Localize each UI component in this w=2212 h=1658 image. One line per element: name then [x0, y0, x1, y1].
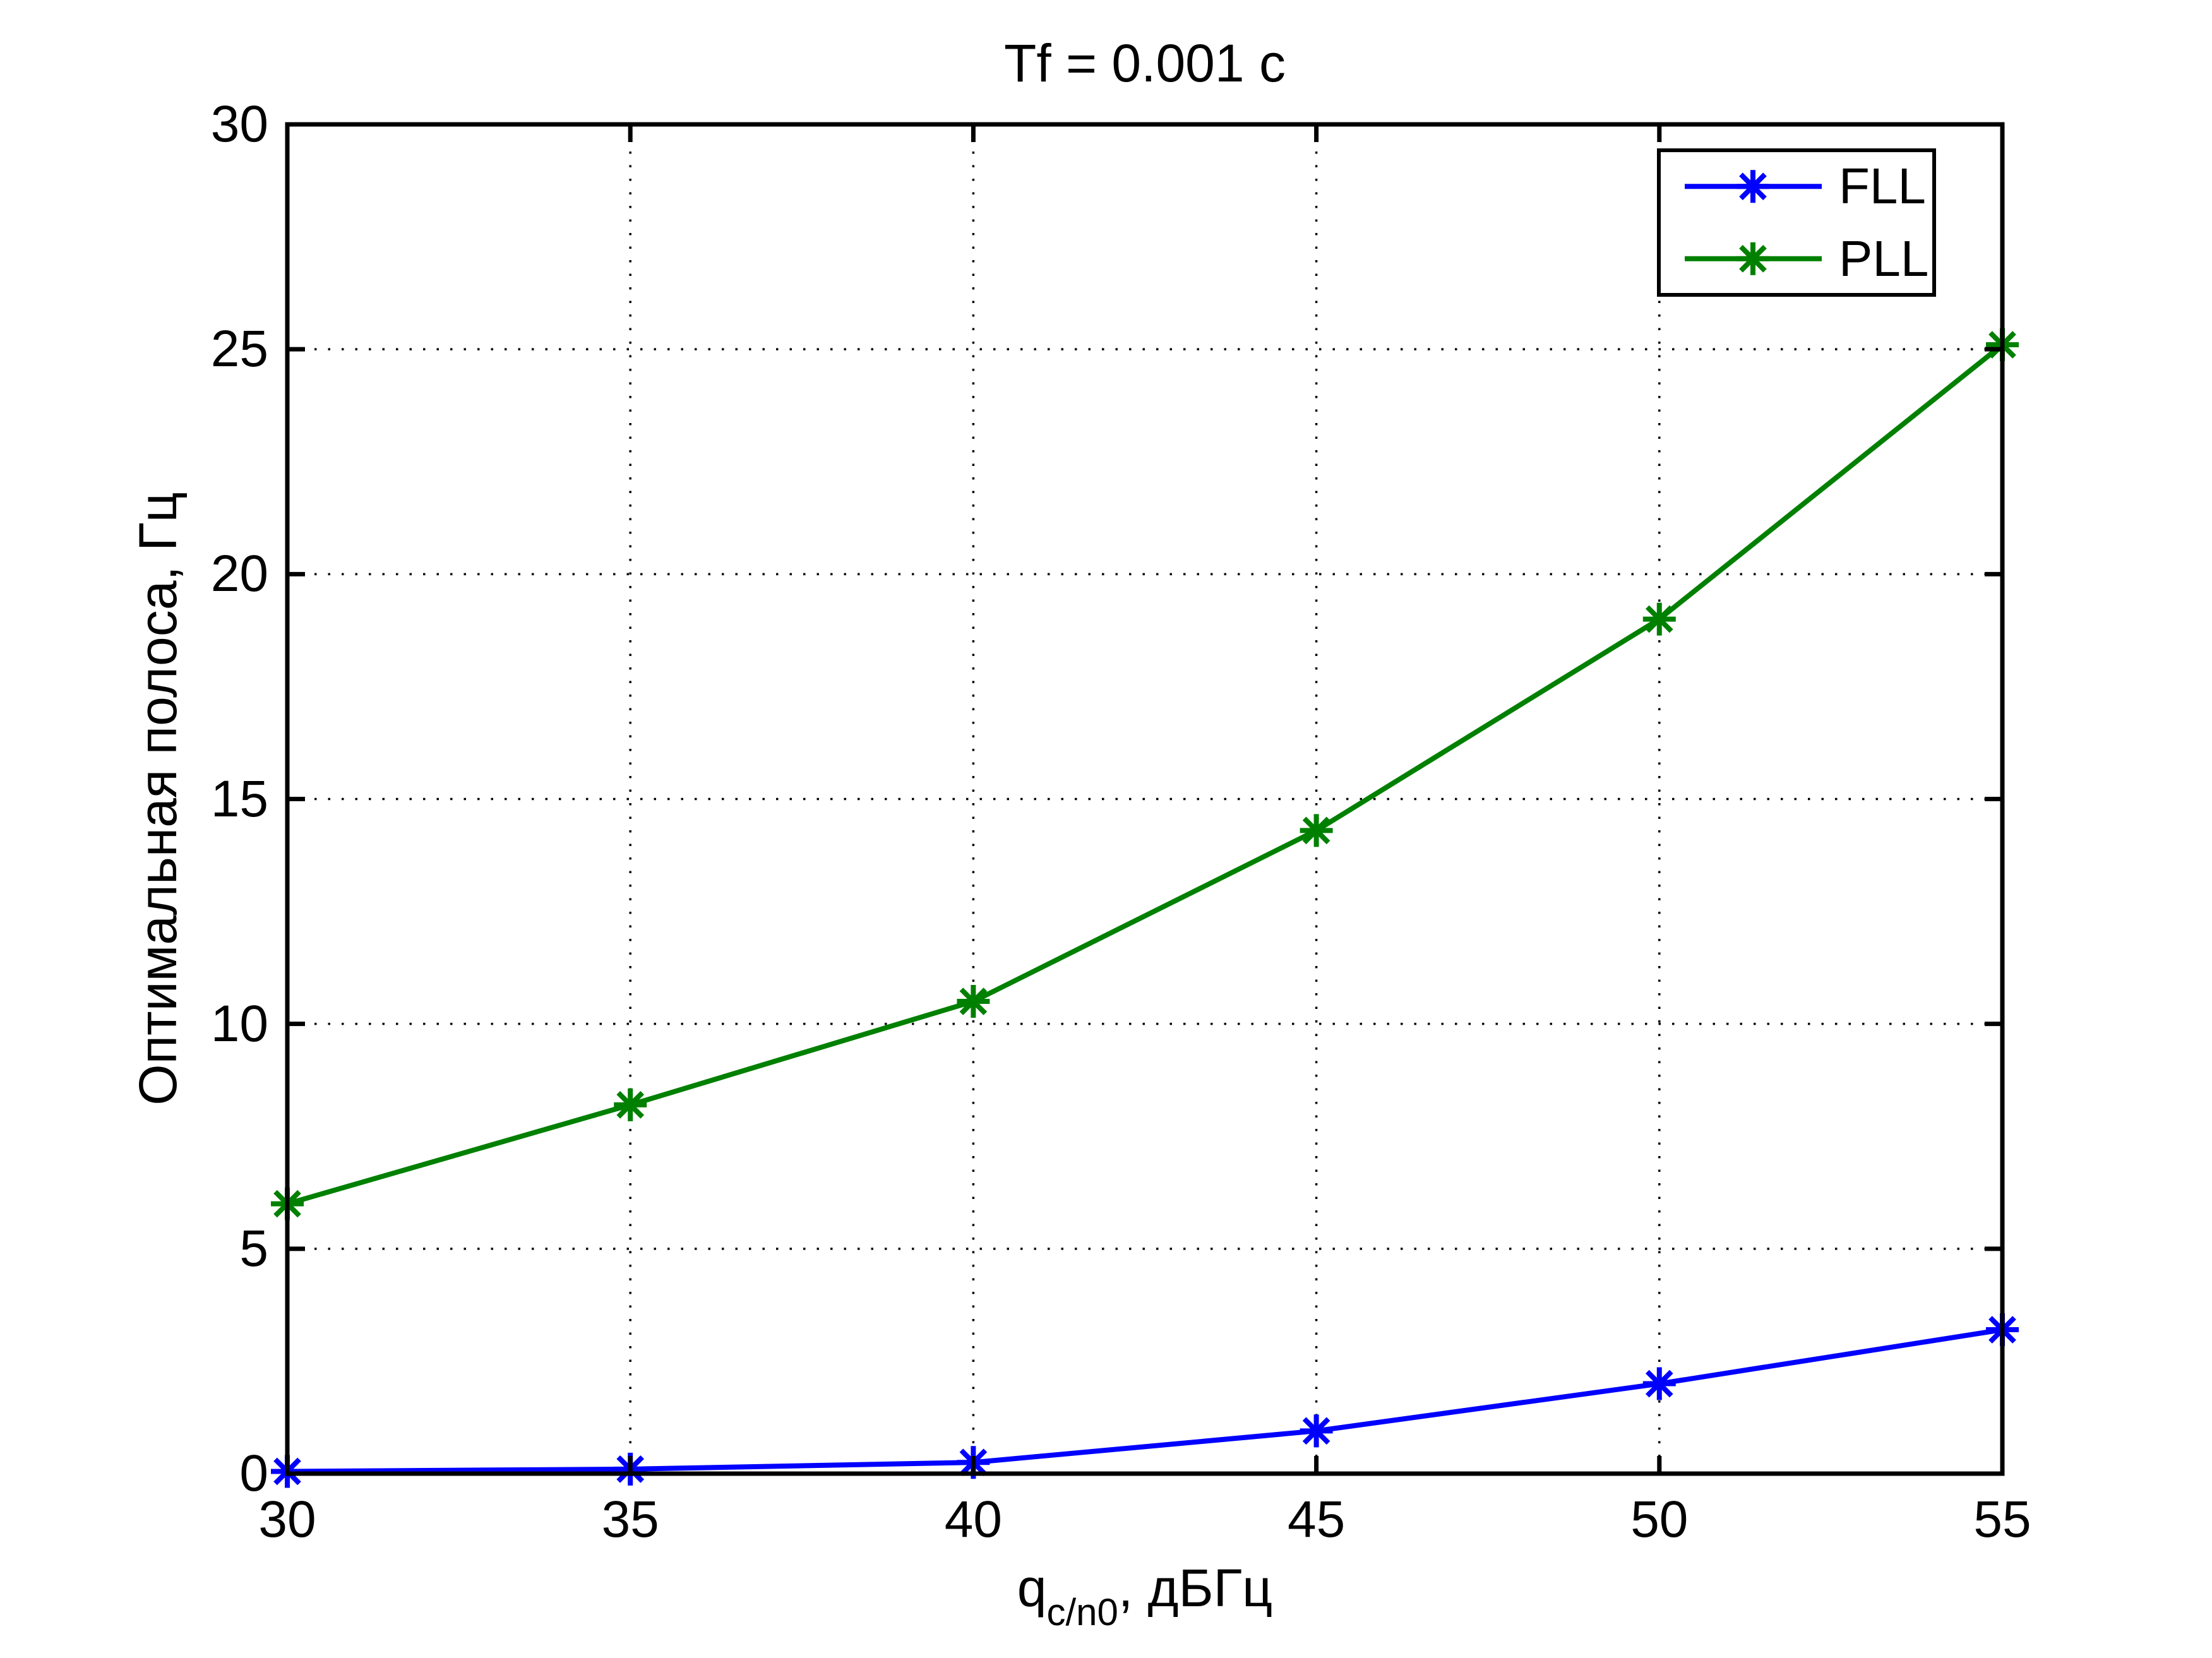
- series-marker-FLL: [1642, 1367, 1676, 1400]
- y-tick-label-25: 25: [210, 320, 268, 378]
- grid-lines: [287, 124, 2002, 1474]
- y-tick-label-20: 20: [210, 545, 268, 603]
- data-series: [271, 328, 2019, 1488]
- x-tick-label-40: 40: [944, 1491, 1002, 1548]
- y-tick-label-5: 5: [239, 1219, 268, 1277]
- x-axis-label-subscript: c/n0: [1046, 1591, 1118, 1633]
- x-axis-label-base: q: [1017, 1558, 1047, 1618]
- series-marker-FLL: [1300, 1414, 1333, 1448]
- y-tick-label-0: 0: [239, 1445, 268, 1502]
- series-marker-PLL: [1300, 814, 1333, 847]
- legend-box: [1657, 148, 1936, 297]
- y-tick-label-30: 30: [210, 95, 268, 153]
- series-marker-PLL: [957, 985, 990, 1018]
- legend-sample-marker-FLL: [1737, 170, 1769, 203]
- x-tick-label-30: 30: [258, 1491, 316, 1548]
- x-tick-label-50: 50: [1630, 1491, 1689, 1548]
- x-axis-label: qc/n0, дБГц: [829, 1550, 1461, 1631]
- chart-title: Tf = 0.001 c: [1004, 33, 1286, 93]
- series-line-PLL: [286, 342, 2004, 1207]
- x-axis-label-rest: , дБГц: [1118, 1558, 1273, 1618]
- axes-box: [285, 122, 2005, 1476]
- x-tick-label-35: 35: [601, 1491, 659, 1548]
- x-tick-label-55: 55: [1973, 1491, 2031, 1548]
- legend-border: [1657, 148, 1936, 297]
- series-marker-PLL: [614, 1088, 647, 1121]
- legend-sample-marker-PLL: [1737, 242, 1769, 275]
- legend-label-FLL: FLL: [1839, 158, 1926, 215]
- series-marker-PLL: [1642, 602, 1676, 636]
- legend-label-PLL: PLL: [1839, 230, 1929, 287]
- series-line-FLL: [287, 1327, 2003, 1474]
- y-tick-label-15: 15: [210, 770, 268, 828]
- x-tick-label-45: 45: [1287, 1491, 1346, 1548]
- y-tick-label-10: 10: [210, 994, 268, 1053]
